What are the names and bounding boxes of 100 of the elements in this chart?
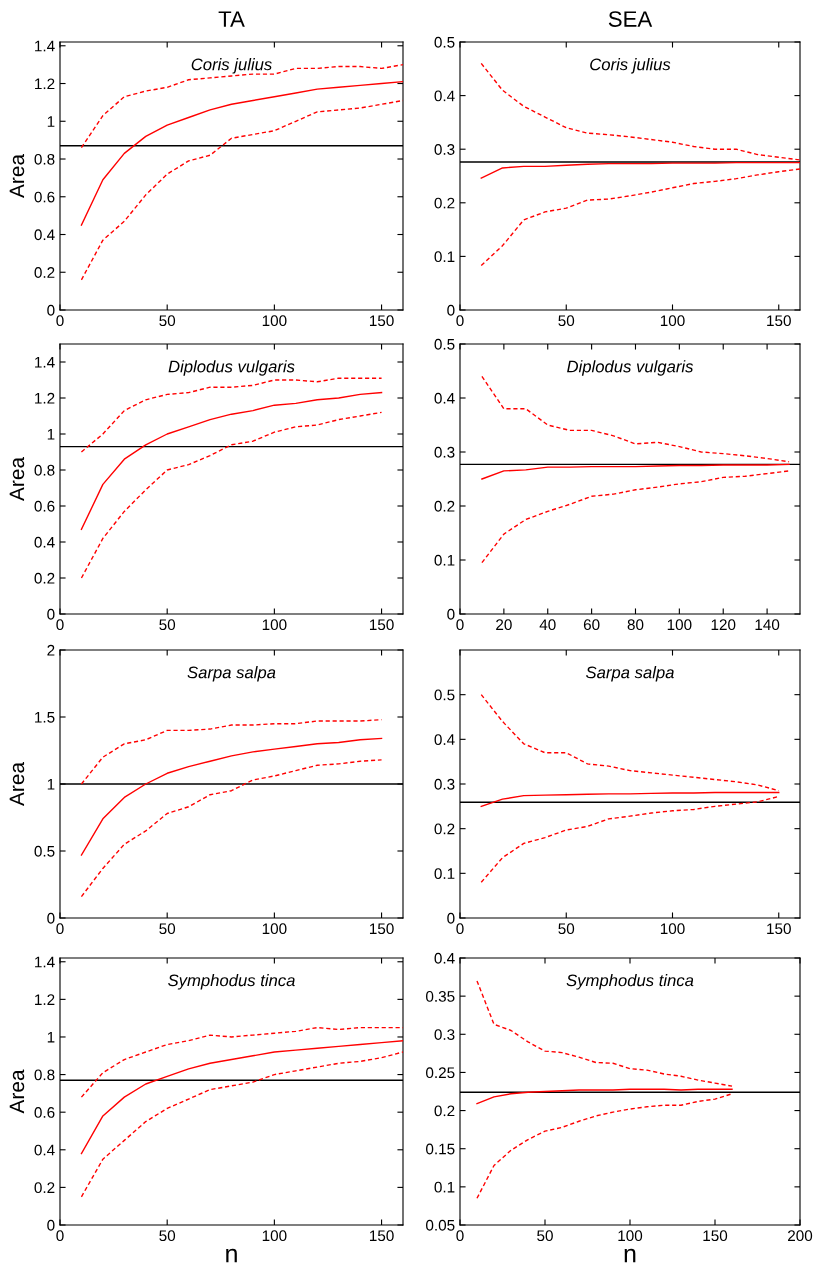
y-tick-label: 0.5 [434, 36, 455, 48]
x-tick-label: 150 [369, 619, 394, 631]
text: Coris julius [590, 58, 671, 74]
x-tick-label: 100 [618, 1230, 643, 1242]
line-series [476, 1088, 733, 1105]
y-tick-label: 1.2 [35, 994, 55, 1005]
x-tick-label: 0 [56, 315, 64, 327]
y-tick-label: 0.2 [434, 823, 455, 835]
x-tick-label: 100 [262, 619, 287, 631]
y-tick-label: 1 [47, 429, 55, 440]
x-tick-label: 50 [159, 619, 176, 631]
y-tick-label: 0.4 [434, 734, 455, 746]
x-tick-label: 50 [537, 1230, 553, 1242]
y-tick-label: 0 [447, 608, 455, 620]
text: TA [218, 11, 245, 27]
text: Coris julius [191, 58, 272, 74]
x-tick-label: 100 [262, 315, 287, 327]
y-axis-title: Area [9, 762, 25, 806]
text: Sarpa salpa [586, 666, 674, 682]
y-tick-label: 1.5 [35, 712, 55, 723]
y-tick-label: 0.8 [34, 153, 55, 165]
x-axis-title: n [226, 1248, 237, 1263]
y-tick-label: 0.3 [434, 778, 455, 790]
y-tick-label: 2 [47, 644, 55, 656]
x-tick-label: 150 [369, 1230, 394, 1242]
x-tick-label: 100 [667, 619, 692, 631]
y-tick-label: 0.1 [434, 251, 455, 263]
y-tick-label: 0.15 [426, 1143, 455, 1155]
x-tick-label: 200 [788, 1230, 813, 1242]
x-tick-label: 0 [56, 923, 64, 935]
line-series [80, 411, 383, 579]
x-tick-label: 50 [159, 1230, 176, 1242]
y-tick-label: 0 [447, 912, 455, 924]
line-series [80, 1026, 403, 1098]
y-tick-label: 0.3 [434, 144, 455, 155]
x-tick-label: 0 [56, 1230, 64, 1242]
text: Diplodus vulgaris [567, 360, 694, 376]
x-tick-label: 150 [369, 315, 394, 327]
y-tick-label: 0.4 [434, 392, 455, 404]
x-tick-label: 150 [767, 923, 791, 935]
line-series [80, 99, 403, 281]
x-tick-label: 40 [539, 619, 556, 631]
y-tick-label: 0.4 [434, 952, 455, 964]
x-tick-label: 50 [159, 315, 176, 327]
x-tick-label: 0 [456, 315, 464, 327]
line-series [80, 391, 383, 531]
x-tick-label: 150 [703, 1230, 728, 1242]
y-tick-label: 1.4 [35, 357, 55, 368]
y-axis-title: Area [9, 1069, 25, 1114]
y-tick-label: 0.4 [34, 536, 55, 548]
x-tick-label: 100 [262, 923, 287, 935]
y-tick-label: 1.2 [35, 78, 55, 90]
y-tick-label: 1.4 [35, 40, 55, 52]
text: Diplodus vulgaris [168, 360, 295, 376]
y-tick-label: 0.4 [34, 1144, 55, 1156]
y-tick-label: 0.2 [434, 197, 455, 209]
x-tick-label: 100 [660, 315, 685, 327]
line-series [80, 377, 383, 453]
y-tick-label: 0.1 [434, 1181, 455, 1193]
x-tick-label: 0 [456, 619, 464, 631]
x-tick-label: 80 [627, 619, 644, 631]
y-tick-label: 1 [47, 116, 55, 127]
x-tick-label: 60 [583, 619, 600, 631]
x-tick-label: 50 [558, 315, 575, 327]
y-tick-label: 0.05 [426, 1219, 455, 1231]
text: Symphodus tinca [168, 974, 295, 990]
y-tick-label: 1.4 [35, 956, 55, 968]
x-tick-label: 120 [711, 619, 736, 631]
y-tick-label: 0.25 [426, 1067, 455, 1079]
line-series [80, 80, 403, 226]
y-tick-label: 0 [47, 912, 55, 924]
x-tick-label: 140 [755, 619, 780, 631]
y-tick-label: 0.2 [34, 267, 55, 278]
y-tick-label: 0 [47, 1219, 55, 1231]
y-tick-label: 0.8 [34, 464, 55, 476]
x-tick-label: 20 [496, 619, 512, 631]
y-tick-label: 0.1 [434, 868, 455, 880]
line-series [481, 470, 790, 564]
text: SEA [608, 11, 653, 27]
y-tick-label: 0.5 [434, 689, 455, 701]
y-tick-label: 0.2 [34, 1182, 55, 1194]
line-series [476, 1093, 733, 1199]
line-series [80, 759, 383, 898]
x-tick-label: 0 [456, 1230, 464, 1242]
x-axis-title: n [624, 1248, 636, 1263]
y-tick-label: 0.35 [426, 991, 455, 1002]
y-axis-title: Area [9, 154, 25, 198]
y-tick-label: 0.5 [34, 845, 55, 857]
y-tick-label: 0.3 [434, 446, 455, 458]
line-series [80, 718, 383, 785]
y-tick-label: 0 [47, 304, 55, 316]
y-tick-label: 0.5 [434, 338, 455, 350]
line-series [80, 1051, 403, 1198]
x-tick-label: 0 [56, 619, 64, 631]
line-series [80, 737, 383, 856]
y-tick-label: 1 [47, 779, 55, 790]
x-tick-label: 0 [456, 923, 464, 935]
line-series [480, 168, 800, 267]
line-series [80, 1040, 403, 1155]
text: Symphodus tinca [566, 974, 694, 990]
